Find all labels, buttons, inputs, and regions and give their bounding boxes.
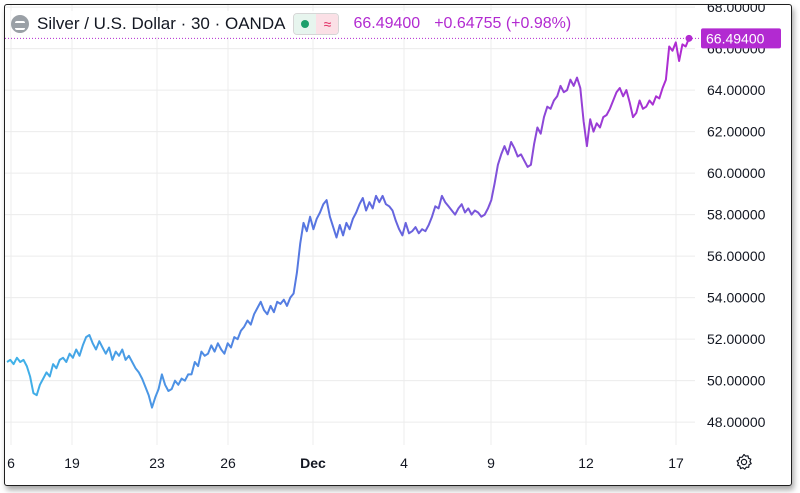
market-status-badge[interactable]: ≈ bbox=[293, 13, 340, 35]
price-label-text: 66.49400 bbox=[706, 30, 765, 46]
y-tick-label: 50.00000 bbox=[707, 373, 766, 389]
y-tick-label: 54.00000 bbox=[707, 290, 766, 306]
y-tick-label: 52.00000 bbox=[707, 331, 766, 347]
gear-icon[interactable] bbox=[735, 453, 753, 471]
x-tick-label: 9 bbox=[487, 455, 495, 471]
last-price-dot bbox=[685, 34, 693, 42]
last-price: 66.49400 bbox=[353, 15, 421, 32]
x-tick-label: 4 bbox=[400, 455, 408, 471]
price-label: 66.49400 bbox=[701, 28, 781, 49]
x-tick-label: 23 bbox=[149, 455, 165, 471]
chart-grid bbox=[5, 5, 695, 445]
symbol-title[interactable]: Silver / U.S. Dollar · 30 · OANDA bbox=[37, 14, 286, 33]
x-axis[interactable]: 6 19 23 26 Dec 4 9 12 17 bbox=[7, 455, 684, 471]
y-tick-label: 60.00000 bbox=[707, 165, 766, 181]
y-tick-label: 48.00000 bbox=[707, 414, 766, 430]
y-tick-label: 58.00000 bbox=[707, 207, 766, 223]
x-tick-label: 6 bbox=[7, 455, 15, 471]
y-tick-label: 62.00000 bbox=[707, 124, 766, 140]
y-tick-label: 56.00000 bbox=[707, 248, 766, 264]
approx-wave-icon: ≈ bbox=[316, 14, 339, 34]
y-tick-label: 64.00000 bbox=[707, 82, 766, 98]
x-tick-label: Dec bbox=[300, 455, 326, 471]
chart-legend: Silver / U.S. Dollar · 30 · OANDA ≈ 66.4… bbox=[11, 11, 572, 37]
x-tick-label: 26 bbox=[220, 455, 236, 471]
y-axis[interactable]: 48.00000 50.00000 52.00000 54.00000 56.00000… bbox=[707, 5, 766, 430]
x-tick-label: 19 bbox=[64, 455, 80, 471]
x-tick-label: 12 bbox=[578, 455, 594, 471]
price-label-box bbox=[701, 28, 781, 49]
series-line bbox=[6, 37, 690, 409]
silver-coin-icon bbox=[11, 15, 29, 33]
price-change: +0.64755 (+0.98%) bbox=[434, 15, 572, 32]
y-tick-label: 68.00000 bbox=[707, 5, 766, 15]
price-chart[interactable]: 48.00000 50.00000 52.00000 54.00000 56.00000… bbox=[5, 5, 791, 485]
x-tick-label: 17 bbox=[668, 455, 684, 471]
chart-window: 48.00000 50.00000 52.00000 54.00000 56.00000… bbox=[4, 4, 792, 486]
market-open-dot-icon bbox=[294, 14, 317, 34]
